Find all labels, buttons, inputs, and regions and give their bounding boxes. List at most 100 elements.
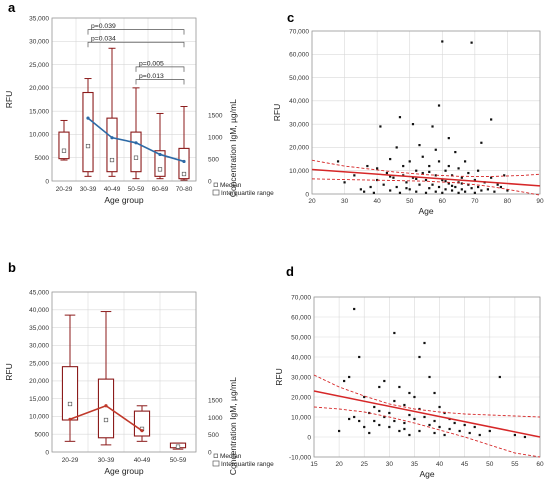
data-point-d xyxy=(343,379,346,383)
y-tick-label-b: 5000 xyxy=(35,432,50,439)
data-point-d xyxy=(383,379,386,383)
y-tick-label-d: 60,000 xyxy=(291,314,311,321)
y-tick-label-a: 0 xyxy=(45,178,49,185)
data-point-d xyxy=(488,429,491,433)
ci-lower-curve-d xyxy=(313,406,541,458)
x-axis-label-a: Age group xyxy=(104,195,143,205)
y2-tick-label-a: 0 xyxy=(208,178,212,185)
plot-frame-d xyxy=(313,296,541,458)
y-tick-label-d: 0 xyxy=(307,434,311,441)
data-point-d xyxy=(413,395,416,399)
data-point-d xyxy=(363,425,366,429)
data-point-c xyxy=(415,177,418,180)
box-iqr-a xyxy=(178,147,190,180)
y-tick-label-b: 10,000 xyxy=(29,414,49,421)
y-tick-label-a: 15,000 xyxy=(29,108,49,115)
box-iqr-a xyxy=(106,117,118,173)
data-point-c xyxy=(444,169,447,172)
data-point-c xyxy=(457,167,460,170)
x-tick-label-d: 15 xyxy=(310,461,318,468)
data-point-c xyxy=(447,137,450,140)
y-axis-label-b: RFU xyxy=(4,363,14,380)
x-tick-label-d: 45 xyxy=(461,461,469,468)
legend-median-label-b: Median xyxy=(220,453,242,460)
data-point-c xyxy=(424,178,428,182)
data-point-c xyxy=(395,185,398,189)
x-tick-label-a: 60-69 xyxy=(152,186,169,193)
data-point-c xyxy=(385,171,389,175)
concentration-point-a xyxy=(134,141,138,145)
data-point-c xyxy=(382,183,385,186)
y-tick-label-a: 10,000 xyxy=(29,132,49,139)
median-marker-a xyxy=(181,171,187,177)
x-tick-label-d: 35 xyxy=(411,461,419,468)
data-point-c xyxy=(392,176,395,179)
data-point-c xyxy=(450,174,454,177)
data-point-c xyxy=(405,181,408,184)
plot-frame-a xyxy=(51,17,197,182)
data-point-d xyxy=(388,411,391,415)
x-tick-label-c: 90 xyxy=(536,198,544,205)
data-point-d xyxy=(463,423,466,427)
data-point-c xyxy=(470,41,473,44)
pvalue-bracket-a xyxy=(135,66,185,72)
data-point-c xyxy=(389,175,392,178)
data-point-c xyxy=(437,104,441,107)
data-point-d xyxy=(398,385,401,389)
data-point-c xyxy=(437,160,441,163)
y2-axis-label-b: Concentration IgM, µg/mL xyxy=(228,377,238,475)
data-point-d xyxy=(408,391,411,395)
pvalue-label-a: p=0.034 xyxy=(91,36,116,43)
median-marker-b xyxy=(103,417,109,423)
x-tick-label-c: 20 xyxy=(308,198,316,205)
ci-upper-curve-d xyxy=(313,374,541,418)
data-point-c xyxy=(463,160,467,163)
data-point-c xyxy=(444,180,447,183)
data-point-d xyxy=(418,429,421,433)
y-axis-label-a: RFU xyxy=(4,91,14,108)
data-point-d xyxy=(413,417,416,421)
data-point-c xyxy=(454,150,457,154)
data-point-d xyxy=(358,419,361,423)
concentration-point-a xyxy=(110,136,114,140)
data-point-c xyxy=(424,191,428,194)
data-point-c xyxy=(447,182,450,185)
y-tick-label-a: 30,000 xyxy=(29,39,49,46)
y-tick-label-d: 40,000 xyxy=(291,354,311,361)
data-point-c xyxy=(454,185,457,189)
median-marker-a xyxy=(61,148,67,153)
y-tick-label-a: 20,000 xyxy=(29,85,49,92)
pvalue-bracket-a xyxy=(87,41,185,48)
panel-letter-b: b xyxy=(8,260,16,275)
x-tick-label-d: 30 xyxy=(386,461,394,468)
y-axis-label-c: RFU xyxy=(272,104,282,121)
y-tick-label-d: 50,000 xyxy=(291,334,311,341)
data-point-c xyxy=(496,183,499,186)
y-tick-label-b: 15,000 xyxy=(29,396,49,403)
box-iqr-a xyxy=(154,150,166,177)
data-point-d xyxy=(478,433,481,437)
data-point-c xyxy=(503,174,506,177)
concentration-point-b xyxy=(140,429,144,433)
x-tick-label-c: 80 xyxy=(504,198,512,205)
data-point-c xyxy=(389,189,392,192)
data-point-c xyxy=(411,176,415,179)
data-point-c xyxy=(499,185,503,189)
x-tick-label-a: 40-49 xyxy=(104,186,121,193)
x-tick-label-a: 50-59 xyxy=(128,186,145,193)
concentration-point-a xyxy=(86,116,90,120)
data-point-c xyxy=(480,189,483,192)
data-point-c xyxy=(450,184,454,187)
y-tick-label-c: 70,000 xyxy=(289,28,309,35)
data-point-d xyxy=(433,391,436,395)
box-iqr-b xyxy=(133,410,151,437)
x-tick-label-c: 60 xyxy=(439,198,447,205)
x-tick-label-d: 40 xyxy=(436,461,444,468)
pvalue-label-a: p=0.013 xyxy=(139,73,164,80)
data-point-d xyxy=(358,355,361,359)
data-point-c xyxy=(415,190,418,193)
data-point-d xyxy=(353,415,356,419)
y-tick-label-d: 70,000 xyxy=(291,294,311,301)
x-tick-label-d: 20 xyxy=(335,461,343,468)
y2-tick-label-b: 1000 xyxy=(208,415,223,422)
